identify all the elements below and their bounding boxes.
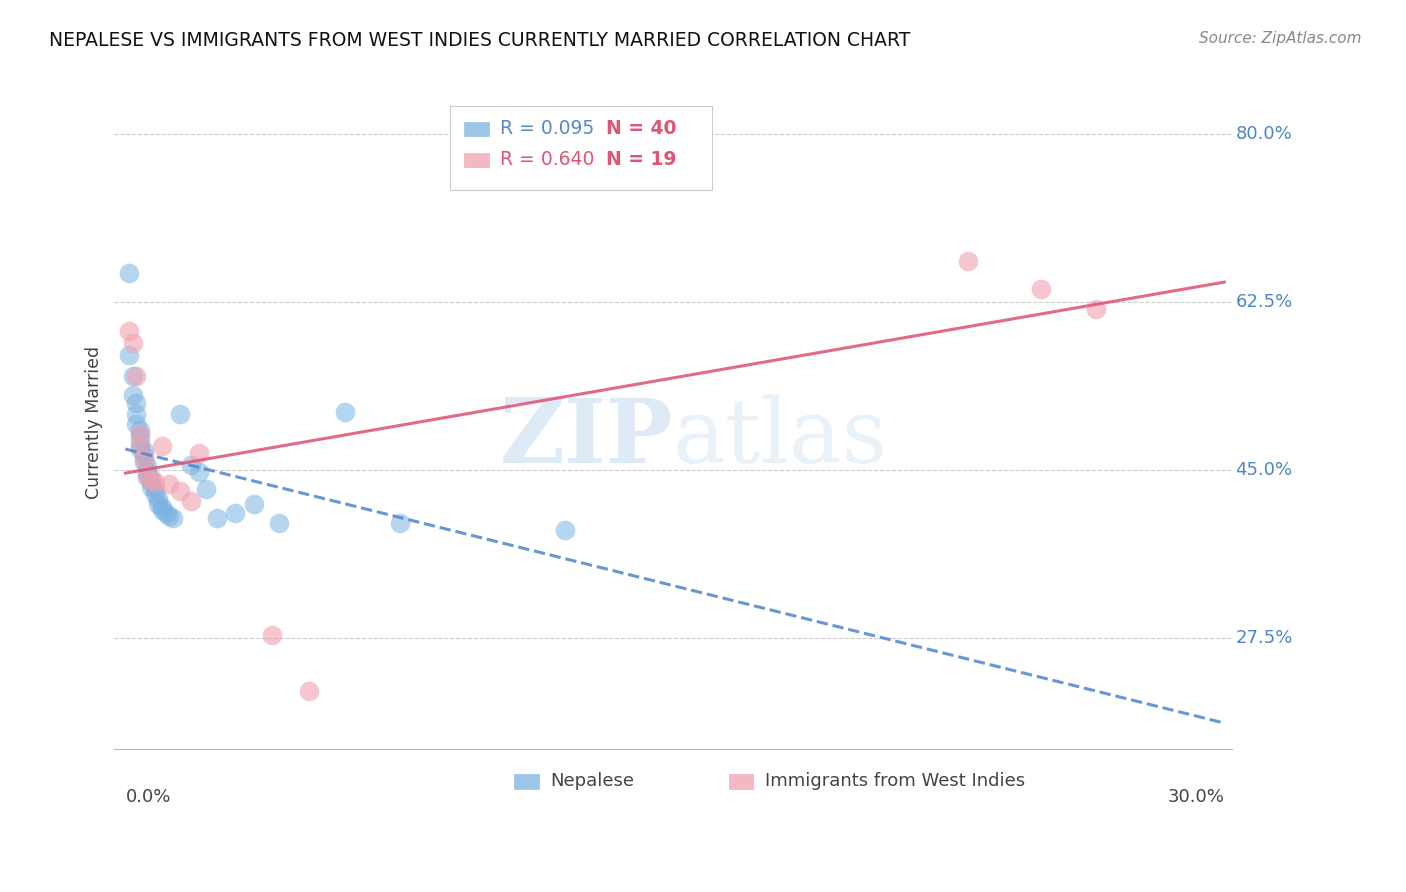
Point bbox=[205, 511, 228, 525]
Point bbox=[242, 497, 264, 511]
Point bbox=[148, 497, 170, 511]
Point bbox=[118, 348, 141, 362]
Text: Immigrants from West Indies: Immigrants from West Indies bbox=[765, 772, 1025, 790]
Text: 27.5%: 27.5% bbox=[1236, 629, 1292, 648]
Text: Source: ZipAtlas.com: Source: ZipAtlas.com bbox=[1198, 31, 1361, 46]
Point bbox=[136, 470, 159, 484]
Point bbox=[297, 684, 319, 698]
Point bbox=[187, 446, 209, 460]
Text: Nepalese: Nepalese bbox=[550, 772, 634, 790]
Point bbox=[150, 500, 173, 514]
Point bbox=[269, 516, 291, 530]
Point bbox=[125, 417, 148, 431]
Point bbox=[554, 523, 576, 537]
Text: R = 0.640: R = 0.640 bbox=[501, 150, 595, 169]
Point bbox=[187, 465, 209, 479]
Point bbox=[136, 467, 159, 482]
Text: 45.0%: 45.0% bbox=[1236, 461, 1292, 479]
Point bbox=[132, 443, 155, 458]
Text: N = 19: N = 19 bbox=[606, 150, 676, 169]
Text: 30.0%: 30.0% bbox=[1167, 788, 1225, 805]
Point bbox=[195, 483, 218, 497]
Point bbox=[148, 491, 170, 506]
Point bbox=[118, 266, 141, 280]
Point bbox=[129, 426, 152, 441]
Point bbox=[139, 475, 162, 489]
Point bbox=[224, 506, 246, 520]
Point bbox=[139, 471, 162, 485]
FancyBboxPatch shape bbox=[515, 774, 538, 789]
Point bbox=[162, 511, 184, 525]
Point bbox=[143, 475, 166, 489]
Point bbox=[260, 628, 283, 642]
Point bbox=[169, 484, 191, 499]
Point bbox=[121, 336, 143, 351]
Point bbox=[956, 253, 979, 268]
Point bbox=[129, 429, 152, 443]
Point bbox=[121, 388, 143, 402]
Point bbox=[136, 465, 159, 479]
Text: 80.0%: 80.0% bbox=[1236, 125, 1292, 143]
Text: N = 40: N = 40 bbox=[606, 120, 676, 138]
FancyBboxPatch shape bbox=[464, 122, 489, 136]
Point bbox=[157, 477, 180, 491]
Text: R = 0.095: R = 0.095 bbox=[501, 120, 595, 138]
Text: NEPALESE VS IMMIGRANTS FROM WEST INDIES CURRENTLY MARRIED CORRELATION CHART: NEPALESE VS IMMIGRANTS FROM WEST INDIES … bbox=[49, 31, 911, 50]
Y-axis label: Currently Married: Currently Married bbox=[86, 345, 103, 499]
Point bbox=[155, 506, 177, 520]
Point bbox=[129, 439, 152, 453]
Point bbox=[125, 407, 148, 421]
Point bbox=[180, 458, 202, 473]
Point bbox=[139, 473, 162, 487]
Point bbox=[169, 407, 191, 421]
Point bbox=[143, 483, 166, 497]
Point bbox=[150, 503, 173, 517]
Point bbox=[125, 368, 148, 383]
Point bbox=[118, 324, 141, 338]
Point bbox=[180, 493, 202, 508]
Text: 62.5%: 62.5% bbox=[1236, 293, 1292, 311]
Point bbox=[335, 405, 357, 419]
Point bbox=[125, 396, 148, 410]
Point bbox=[132, 449, 155, 463]
Point bbox=[132, 455, 155, 469]
Point bbox=[121, 368, 143, 383]
Text: atlas: atlas bbox=[673, 394, 889, 482]
Point bbox=[139, 480, 162, 494]
Point bbox=[129, 436, 152, 450]
Point bbox=[129, 442, 152, 456]
FancyBboxPatch shape bbox=[464, 153, 489, 167]
Point bbox=[129, 423, 152, 437]
Text: ZIP: ZIP bbox=[499, 395, 673, 482]
Point bbox=[389, 516, 412, 530]
Point bbox=[1085, 301, 1108, 316]
FancyBboxPatch shape bbox=[450, 106, 711, 190]
Point bbox=[136, 459, 159, 474]
Point bbox=[143, 487, 166, 501]
Point bbox=[1031, 282, 1053, 296]
FancyBboxPatch shape bbox=[728, 774, 754, 789]
Text: 0.0%: 0.0% bbox=[125, 788, 170, 805]
Point bbox=[157, 509, 180, 524]
Point bbox=[132, 451, 155, 466]
Point bbox=[150, 439, 173, 453]
